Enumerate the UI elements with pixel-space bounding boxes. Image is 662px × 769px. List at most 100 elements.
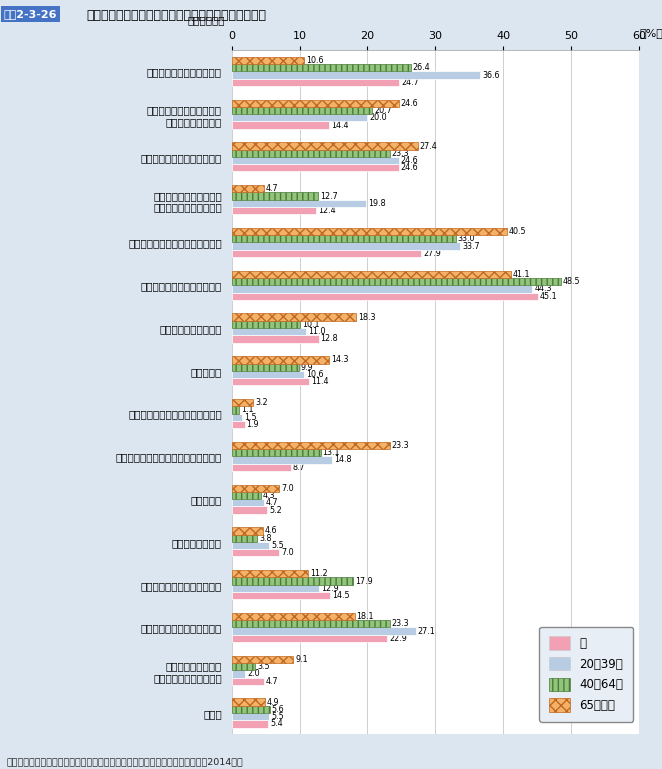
Bar — [232, 414, 242, 421]
Bar — [232, 634, 387, 642]
Text: 7.0: 7.0 — [281, 484, 294, 493]
Text: 7.0: 7.0 — [281, 548, 294, 558]
Text: 4.6: 4.6 — [265, 527, 277, 535]
Bar — [232, 620, 390, 628]
Bar — [232, 499, 263, 507]
Bar — [232, 328, 307, 335]
Text: 24.7: 24.7 — [401, 78, 419, 87]
Text: 10.6: 10.6 — [306, 370, 323, 379]
Bar — [232, 677, 263, 684]
Text: 資料：厚生労働省政策統括官付政策評価官室委託「健康意識に関する調査」（2014年）: 資料：厚生労働省政策統括官付政策評価官室委託「健康意識に関する調査」（2014年… — [7, 757, 244, 767]
Bar — [232, 321, 301, 328]
Bar — [232, 406, 239, 414]
Text: 5.6: 5.6 — [271, 705, 285, 714]
Text: 41.1: 41.1 — [512, 270, 530, 279]
Bar — [232, 250, 421, 257]
Text: 1.1: 1.1 — [241, 405, 254, 414]
Text: 20.0: 20.0 — [369, 113, 387, 122]
Bar — [232, 492, 261, 499]
Bar — [232, 335, 318, 342]
Bar — [232, 292, 538, 300]
Bar — [232, 207, 316, 215]
Bar — [232, 278, 561, 285]
Bar — [232, 142, 418, 150]
Bar — [232, 613, 355, 620]
Bar — [232, 371, 304, 378]
Bar — [232, 671, 245, 677]
Bar — [232, 78, 399, 86]
Bar — [232, 442, 390, 449]
Text: 13.1: 13.1 — [322, 448, 340, 458]
Text: 12.9: 12.9 — [321, 584, 339, 593]
X-axis label: （%）: （%） — [639, 28, 662, 38]
Bar — [232, 356, 329, 364]
Legend: 計, 20～39歳, 40～64歳, 65歳以上: 計, 20～39歳, 40～64歳, 65歳以上 — [540, 627, 633, 721]
Bar — [232, 663, 256, 671]
Bar — [232, 271, 510, 278]
Text: 40.5: 40.5 — [508, 227, 526, 236]
Bar — [232, 507, 267, 514]
Bar — [232, 542, 269, 549]
Text: 10.1: 10.1 — [303, 320, 320, 329]
Text: 4.3: 4.3 — [263, 491, 275, 500]
Text: 4.7: 4.7 — [265, 185, 278, 193]
Bar — [232, 285, 532, 292]
Text: 48.5: 48.5 — [563, 277, 581, 286]
Text: 12.7: 12.7 — [320, 191, 338, 201]
Bar — [232, 235, 455, 242]
Text: 18.3: 18.3 — [358, 313, 375, 321]
Text: 26.4: 26.4 — [413, 63, 430, 72]
Bar — [232, 528, 263, 534]
Text: 8.7: 8.7 — [293, 463, 305, 471]
Bar — [232, 399, 254, 406]
Text: 3.5: 3.5 — [258, 662, 270, 671]
Text: 17.9: 17.9 — [355, 577, 373, 585]
Bar — [232, 421, 244, 428]
Bar — [232, 534, 258, 542]
Text: 10.6: 10.6 — [306, 56, 323, 65]
Text: 14.3: 14.3 — [331, 355, 348, 365]
Text: 11.2: 11.2 — [310, 569, 327, 578]
Bar — [232, 72, 480, 78]
Text: 27.9: 27.9 — [423, 249, 441, 258]
Text: 5.5: 5.5 — [271, 541, 284, 550]
Text: 14.8: 14.8 — [334, 455, 352, 464]
Bar — [232, 57, 304, 64]
Text: 14.5: 14.5 — [332, 591, 350, 600]
Bar — [232, 200, 366, 207]
Bar — [232, 628, 416, 634]
Bar — [232, 713, 269, 721]
Bar — [232, 721, 268, 727]
Text: 5.5: 5.5 — [271, 712, 284, 721]
Text: 3.2: 3.2 — [256, 398, 268, 407]
Text: 2.0: 2.0 — [248, 669, 260, 678]
Bar — [232, 100, 399, 107]
Text: 5.2: 5.2 — [269, 505, 282, 514]
Bar — [232, 578, 353, 584]
Text: 4.7: 4.7 — [265, 677, 278, 686]
Text: もっと休みが取れた場合の休日の過ごし方（世代別）: もっと休みが取れた場合の休日の過ごし方（世代別） — [86, 9, 266, 22]
Bar — [232, 165, 399, 171]
Bar — [232, 656, 293, 663]
Bar — [232, 192, 318, 200]
Bar — [232, 706, 269, 713]
Bar — [232, 549, 279, 557]
Bar — [232, 242, 460, 250]
Text: 20.7: 20.7 — [374, 106, 392, 115]
Text: 23.3: 23.3 — [392, 441, 410, 450]
Text: 9.1: 9.1 — [295, 655, 308, 664]
Text: 1.9: 1.9 — [247, 420, 260, 429]
Bar — [232, 698, 265, 706]
Bar — [232, 570, 308, 578]
Text: 36.6: 36.6 — [482, 71, 500, 79]
Text: 18.1: 18.1 — [357, 612, 374, 621]
Bar — [232, 114, 367, 122]
Text: 14.4: 14.4 — [332, 121, 349, 129]
Bar — [232, 64, 411, 72]
Bar — [232, 449, 320, 456]
Text: 3.8: 3.8 — [260, 534, 272, 543]
Text: 27.1: 27.1 — [418, 627, 436, 636]
Text: 11.0: 11.0 — [308, 327, 326, 336]
Bar — [232, 150, 390, 157]
Bar — [232, 484, 279, 492]
